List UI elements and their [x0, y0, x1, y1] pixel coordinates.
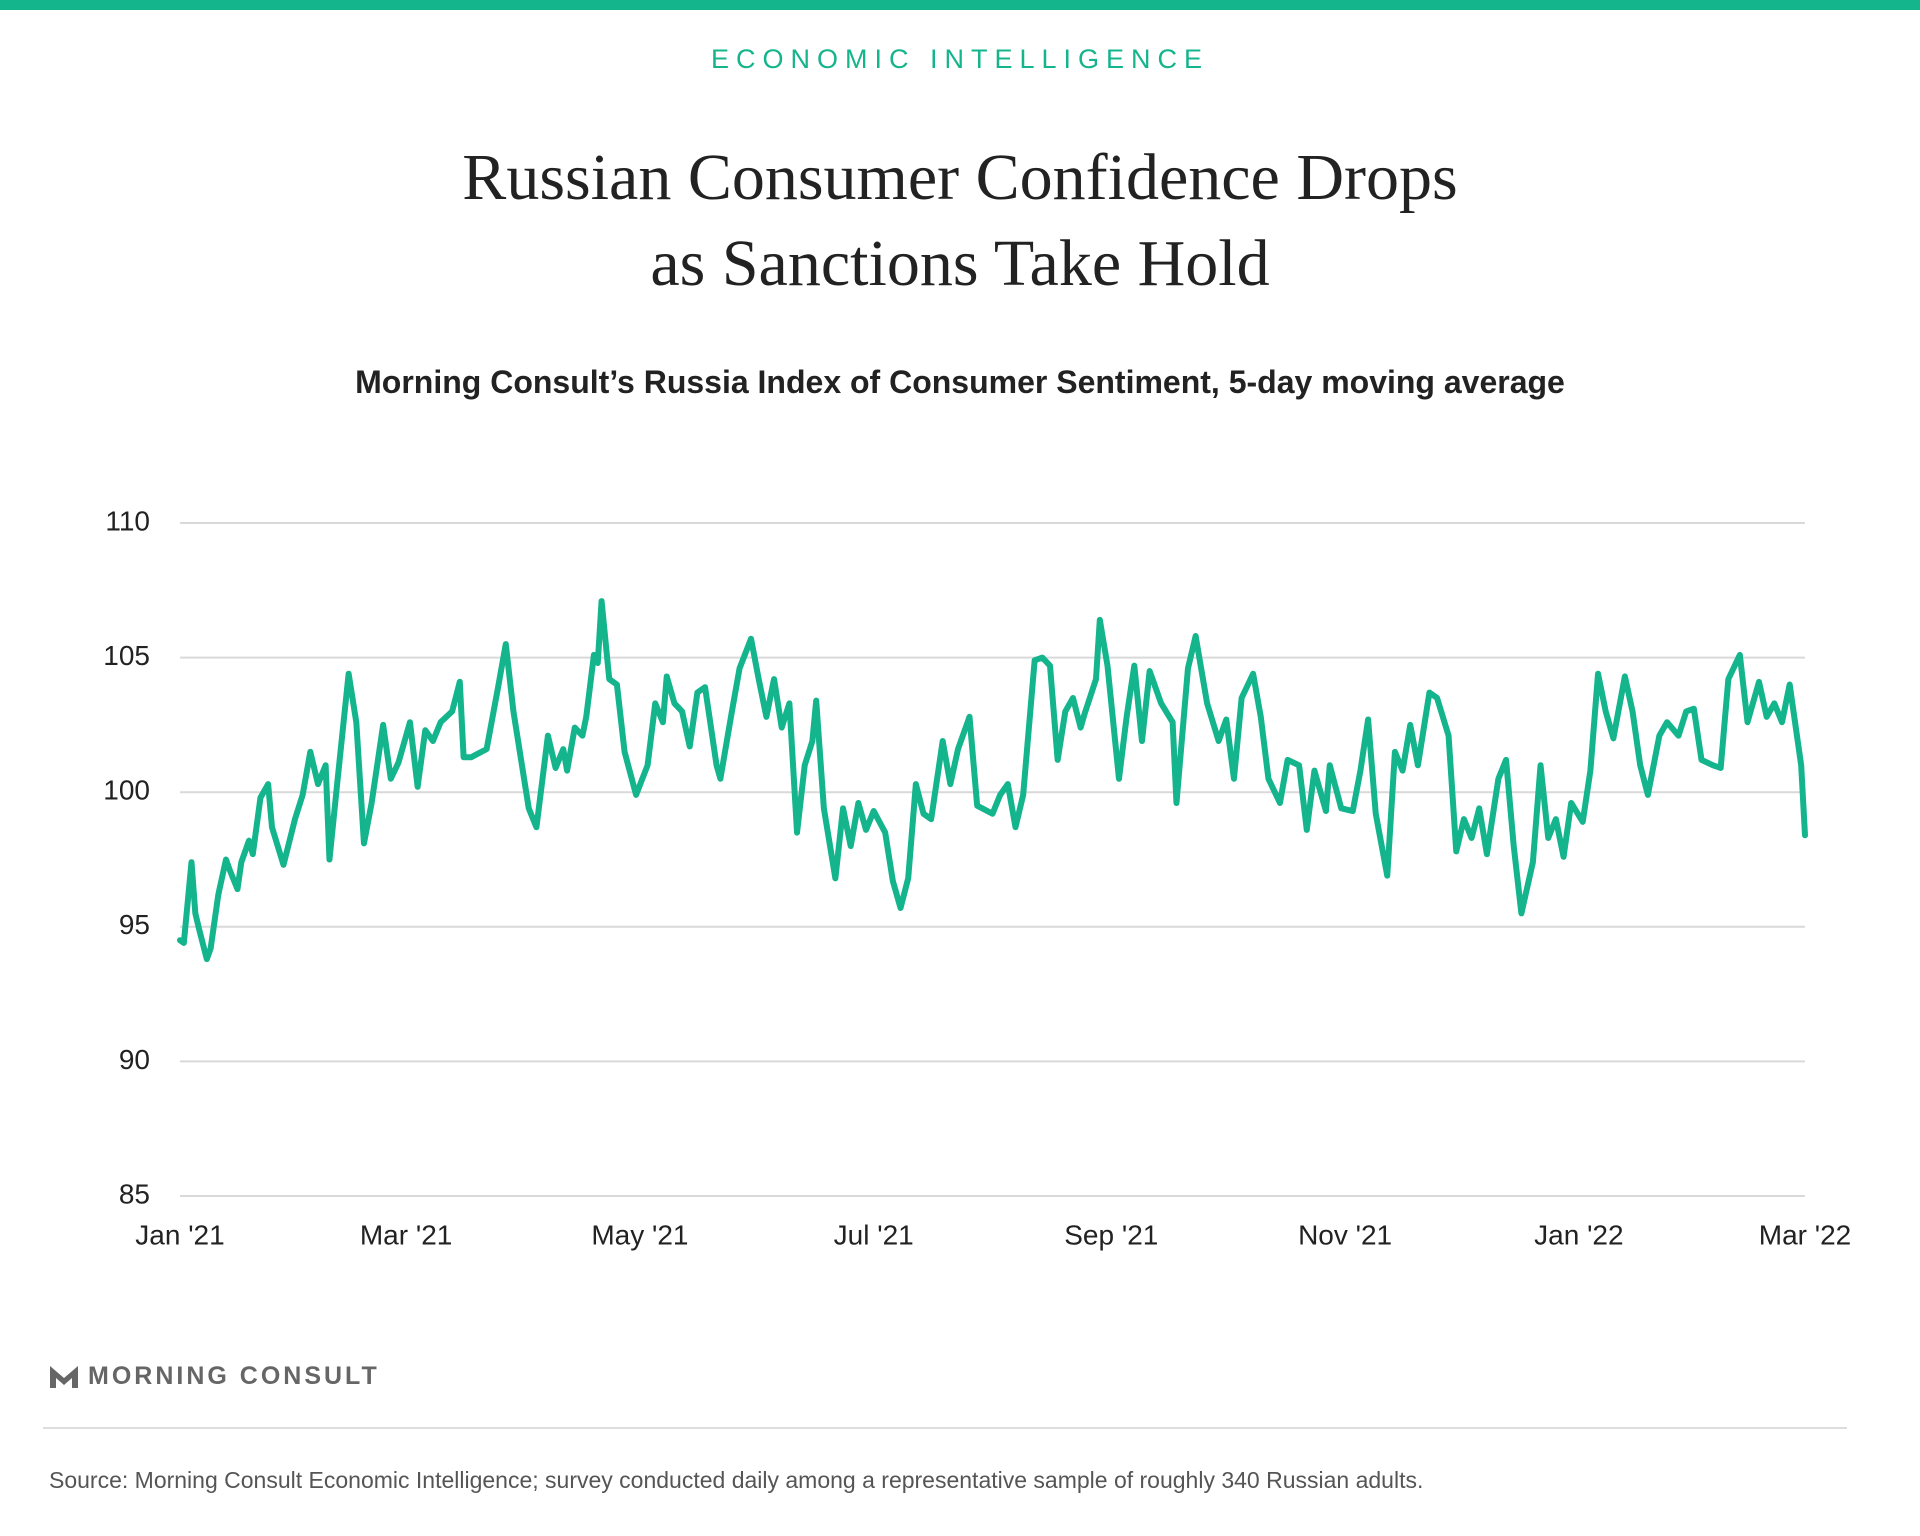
x-tick-label: May '21 [591, 1219, 688, 1250]
data-line [177, 598, 1808, 963]
chart-title: Russian Consumer Confidence Drops as San… [0, 135, 1920, 307]
y-tick-label: 100 [103, 775, 150, 806]
x-tick-label: Jan '21 [135, 1219, 224, 1250]
chart-subtitle: Morning Consult’s Russia Index of Consum… [355, 364, 1565, 400]
x-tick-label: Jul '21 [834, 1219, 914, 1250]
x-tick-label: Jan '22 [1534, 1219, 1623, 1250]
logo-icon [50, 1366, 78, 1388]
x-tick-label: Mar '22 [1759, 1219, 1852, 1250]
separator [43, 1427, 1847, 1429]
source-note: Source: Morning Consult Economic Intelli… [49, 1467, 1424, 1493]
y-tick-label: 90 [119, 1044, 150, 1075]
title-line: as Sanctions Take Hold [650, 227, 1270, 300]
y-tick-label: 85 [119, 1178, 150, 1209]
x-tick-label: Sep '21 [1064, 1219, 1158, 1250]
y-tick-label: 110 [105, 505, 150, 536]
title-line: Russian Consumer Confidence Drops [462, 141, 1458, 214]
chart: 85 90 95 100 105 110 Jan '21 Mar '21 May '21 Jul … [103, 505, 1852, 1250]
top-bar [0, 0, 1920, 10]
y-tick-label: 105 [103, 640, 150, 671]
brand: MORNING CONSULT [88, 1362, 380, 1390]
y-tick-label: 95 [119, 909, 150, 940]
x-tick-label: Nov '21 [1298, 1219, 1392, 1250]
x-tick-label: Mar '21 [360, 1219, 453, 1250]
header: ECONOMIC INTELLIGENCE [710, 44, 1210, 74]
